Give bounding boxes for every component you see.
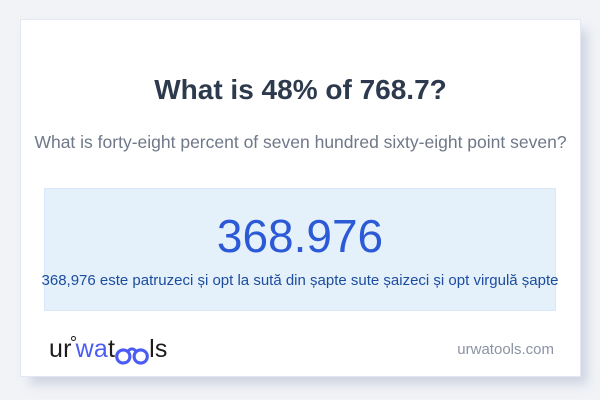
urwatools-logo: ur wa t ls xyxy=(49,334,168,365)
result-card: What is 48% of 768.7? What is forty-eigh… xyxy=(20,19,581,377)
logo-text-wa: wa xyxy=(75,335,108,363)
answer-value: 368.976 xyxy=(216,209,384,262)
logo-text-ur: ur xyxy=(49,335,72,363)
website-url: urwatools.com xyxy=(457,340,554,358)
logo-degree-mark-icon xyxy=(70,336,76,341)
question-subtitle-in-words: What is forty-eight percent of seven hun… xyxy=(34,132,567,152)
answer-box: 368.976 368,976 este patruzeci și opt la… xyxy=(41,188,559,311)
logo-text-ls: ls xyxy=(149,335,168,363)
question-title: What is 48% of 768.7? xyxy=(154,74,447,105)
glasses-oo-icon xyxy=(115,347,150,365)
answer-description: 368,976 este patruzeci și opt la sută di… xyxy=(41,271,559,289)
footer: ur wa t ls urwatools.com xyxy=(49,334,554,365)
logo-text-t: t xyxy=(108,335,116,363)
